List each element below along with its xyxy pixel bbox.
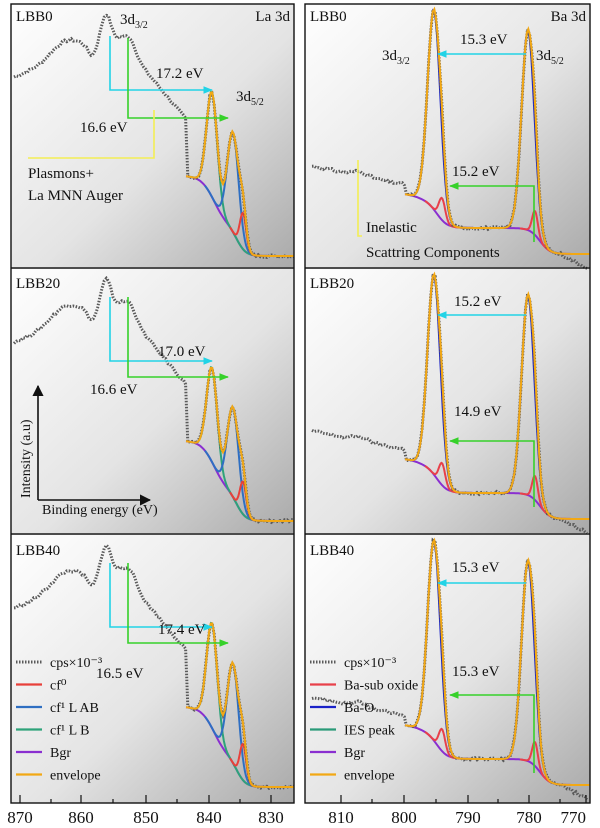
tick-label-840: 840 (196, 808, 222, 827)
spectra-curves (12, 6, 590, 801)
la0-split-cyan: 17.2 eV (156, 66, 204, 82)
x-tick-labels: 870 860 850 840 830 810 800 790 780 770 (7, 808, 586, 827)
ba-legend-label-3: IES peak (344, 724, 395, 739)
la0-plasmon-line1: Plasmons+ (28, 166, 94, 182)
tick-label-850: 850 (133, 808, 159, 827)
ba-green-guide-2 (449, 691, 535, 773)
la20-split-green: 16.6 eV (90, 382, 138, 398)
la-3d32-label: 3d3/2 (120, 12, 148, 31)
la-plasmon-guide (28, 110, 155, 159)
ba40-split-green: 15.3 eV (452, 664, 500, 680)
la-green-guide-1 (127, 297, 229, 381)
la0-plasmon-line2: La MNN Auger (28, 188, 123, 204)
ba-sub-a-curve-2 (424, 727, 461, 760)
ba-green-guide-0 (449, 182, 535, 242)
tick-label-830: 830 (258, 808, 284, 827)
tick-label-870: 870 (7, 808, 33, 827)
la40-split-green: 16.5 eV (96, 666, 144, 682)
la-3d52-label: 3d5/2 (236, 89, 264, 108)
ba0-split-green: 15.2 eV (452, 164, 500, 180)
ba-ies-guide (357, 160, 362, 237)
panel-labels: LBB0 LBB20 LBB40 LBB0 LBB20 LBB40 La 3d … (16, 9, 586, 559)
la-legend-label-1: cf⁰ (50, 679, 67, 694)
ba-sub-b-curve-2 (520, 740, 553, 784)
la0-split-green: 16.6 eV (80, 120, 128, 136)
axis-ticks (19, 795, 587, 803)
element-label-ba: Ba 3d (551, 9, 587, 25)
tick-label-790: 790 (455, 808, 481, 827)
bg-ba-0 (305, 4, 590, 267)
axis-inset: Intensity (a.u) Binding energy (eV) (19, 384, 158, 518)
ba-legend-label-5: envelope (344, 769, 395, 784)
ba-envelope-curve-2 (404, 537, 590, 786)
la-cyan-guide-2 (109, 563, 213, 631)
bg-la-20 (11, 269, 294, 533)
ba-legend-label-2: Ba-O (344, 701, 374, 716)
la-legend-label-5: envelope (50, 769, 101, 784)
la-legend-label-4: Bgr (50, 746, 71, 761)
panel-label-ba-0: LBB0 (310, 9, 347, 25)
la-cyan-guide-1 (109, 297, 213, 365)
panel-label-ba-40: LBB40 (310, 543, 354, 559)
ba20-split-green: 14.9 eV (454, 404, 502, 420)
ba-3d52-label: 3d5/2 (536, 48, 564, 67)
la-green-guide-2 (127, 563, 229, 647)
tick-label-770: 770 (561, 808, 587, 827)
ba-sub-b-curve-0 (520, 209, 553, 253)
panel-label-ba-20: LBB20 (310, 276, 354, 292)
inset-x-label: Binding energy (eV) (42, 503, 158, 518)
panel-frames (10, 3, 591, 804)
ba-envelope-curve-0 (404, 6, 590, 255)
ba-legend-label-4: Bgr (344, 746, 365, 761)
ba0-split-cyan: 15.3 eV (460, 32, 508, 48)
ba-3d32-label: 3d3/2 (382, 48, 410, 67)
tick-label-860: 860 (68, 808, 94, 827)
ba20-split-cyan: 15.2 eV (454, 294, 502, 310)
la-envelope-curve-1 (185, 366, 294, 522)
ba-sub-a-curve-0 (424, 196, 461, 229)
la-cyan-guide-0 (109, 36, 213, 94)
panel-label-la-0: LBB0 (16, 9, 53, 25)
la-legend-label-2: cf¹ L AB (50, 701, 99, 716)
la-green-guide-0 (127, 38, 229, 122)
bg-ba-20 (305, 269, 590, 533)
ba-envelope-curve-1 (404, 271, 590, 520)
element-label-la: La 3d (255, 9, 290, 25)
ba-sub-a-curve-1 (424, 461, 461, 494)
la-legend-label-0: cps×10⁻³ (50, 656, 102, 671)
la40-split-cyan: 17.4 eV (158, 622, 206, 638)
panel-label-la-40: LBB40 (16, 543, 60, 559)
legends: cps×10⁻³ cf⁰ cf¹ L AB cf¹ L B Bgr envelope cps… (16, 656, 418, 784)
energy-annotations: 17.2 eV 16.6 eV Plasmons+ La MNN Auger 1… (28, 32, 508, 682)
ba40-split-cyan: 15.3 eV (452, 560, 500, 576)
panel-label-la-20: LBB20 (16, 276, 60, 292)
inset-y-label: Intensity (a.u) (19, 419, 34, 498)
ba0-ies-line2: Scattring Components (366, 245, 500, 261)
peak-labels: 3d3/2 3d5/2 3d3/2 3d5/2 (120, 12, 564, 108)
la-envelope-curve-0 (185, 91, 294, 257)
la20-split-cyan: 17.0 eV (158, 344, 206, 360)
ba-legend-label-0: cps×10⁻³ (344, 656, 396, 671)
la-legend-label-3: cf¹ L B (50, 724, 89, 739)
tick-label-810: 810 (328, 808, 354, 827)
tick-label-780: 780 (516, 808, 542, 827)
ba-green-guide-1 (449, 437, 535, 507)
annotation-guides (28, 36, 535, 773)
ba0-ies-line1: Inelastic (366, 220, 417, 236)
ba-legend-label-1: Ba-sub oxide (344, 679, 418, 694)
la-envelope-curve-2 (185, 622, 294, 788)
tick-label-800: 800 (391, 808, 417, 827)
bg-la-0 (11, 4, 294, 267)
